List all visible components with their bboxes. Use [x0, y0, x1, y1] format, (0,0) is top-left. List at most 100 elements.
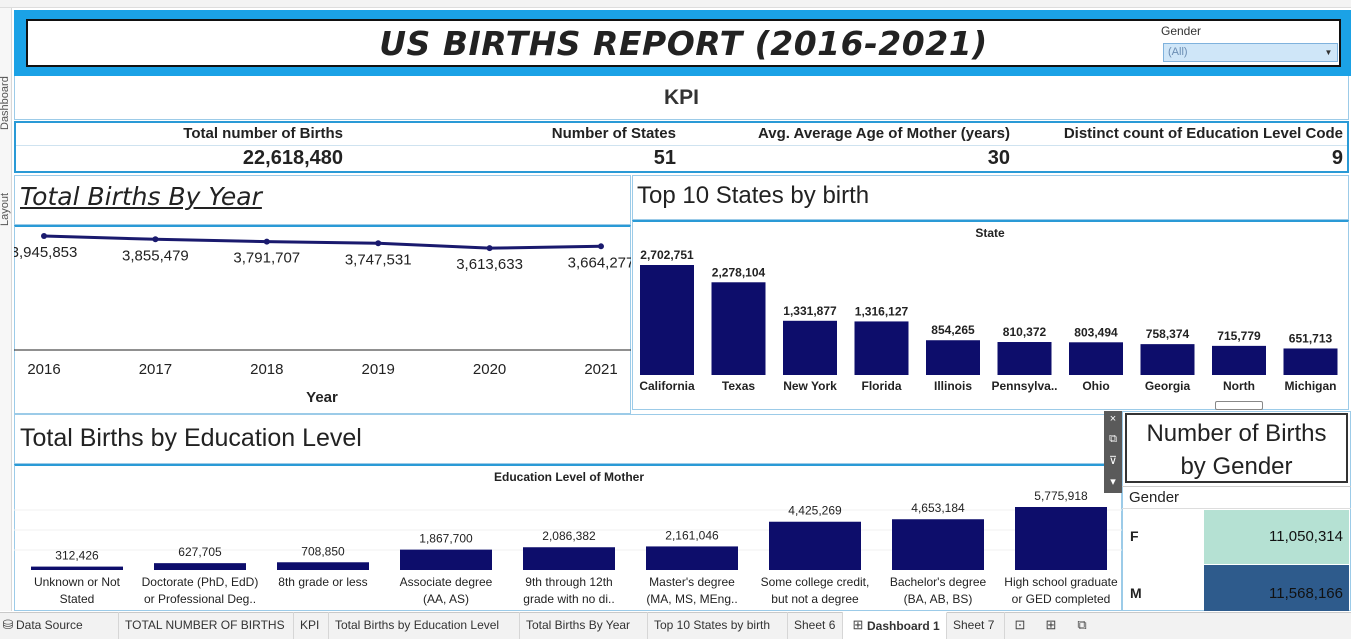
sheet-tab-bar: [0, 612, 1351, 639]
education-category-label-7-line1: Bachelor's degree: [890, 575, 987, 589]
tab-sheet-6[interactable]: Sheet 6: [788, 612, 843, 639]
tab-sheet-7[interactable]: Sheet 7: [947, 612, 1005, 639]
education-bar-0: [31, 566, 123, 570]
data-source-icon: ⛁: [2, 617, 14, 632]
year-line-chart[interactable]: 3,945,853 3,855,479 3,791,707 3,747,531 3,61…: [14, 226, 631, 414]
kpi-label-total-births: Total number of Births: [183, 125, 343, 142]
education-bar-chart[interactable]: Education Level of Mother 312,426 Unknown …: [14, 466, 1122, 611]
year-tick-label-2016: 2016: [27, 361, 60, 378]
education-data-label-7: 4,653,184: [911, 501, 965, 515]
education-data-label-6: 4,425,269: [788, 504, 842, 518]
year-panel-header: [14, 175, 631, 225]
education-bar-4: [523, 547, 615, 570]
states-data-label-7: 758,374: [1146, 327, 1190, 341]
filter-icon[interactable]: ⊽: [1108, 455, 1118, 467]
gender-cell-f[interactable]: [1204, 510, 1349, 564]
year-panel-title: Total Births By Year: [20, 182, 262, 211]
year-point-2018: [263, 238, 270, 245]
states-bar-chart[interactable]: State 2,702,751 California 2,278,104 Texas 1,…: [632, 222, 1349, 409]
education-category-label-8-line2: or GED completed: [1012, 592, 1111, 606]
states-data-label-6: 803,494: [1074, 325, 1118, 339]
states-category-label-7: Georgia: [1145, 379, 1191, 393]
gender-cell-m[interactable]: [1204, 565, 1349, 611]
education-category-label-2-line1: 8th grade or less: [278, 575, 367, 589]
new-dashboard-icon[interactable]: ⊞: [1045, 617, 1057, 632]
states-bar-3: [854, 321, 909, 375]
kpi-header-box: [14, 76, 1349, 120]
education-category-label-0-line2: Stated: [60, 592, 95, 606]
new-story-icon[interactable]: ⧉: [1077, 617, 1087, 632]
education-category-label-5-line1: Master's degree: [649, 575, 735, 589]
states-category-label-4: Illinois: [934, 379, 972, 393]
year-tick-label-2017: 2017: [139, 361, 172, 378]
kpi-label-mother-age: Avg. Average Age of Mother (years): [757, 125, 1010, 142]
gender-filter-value: (All): [1168, 46, 1188, 58]
year-data-label-2019: 3,747,531: [345, 251, 412, 268]
tab-data-source[interactable]: Data Source: [10, 612, 119, 639]
tab-dashboard-1[interactable]: Dashboard 1: [843, 612, 947, 639]
year-point-2017: [152, 236, 159, 243]
states-data-label-0: 2,702,751: [640, 248, 694, 262]
gender-panel-toolbar: × ⧉ ⊽ ▾: [1104, 411, 1122, 493]
gender-row-value-m: 11,568,166: [1269, 585, 1343, 602]
education-bar-2: [277, 562, 369, 570]
tab-total-number-of-births[interactable]: TOTAL NUMBER OF BIRTHS: [119, 612, 294, 639]
states-data-label-1: 2,278,104: [712, 265, 766, 279]
year-chart-area[interactable]: [14, 225, 631, 414]
states-bar-9: [1283, 348, 1338, 375]
gender-filter-label: Gender: [1161, 24, 1202, 38]
states-column-header: State: [975, 226, 1005, 240]
gender-row-label-m: M: [1130, 585, 1142, 601]
education-bar-3: [400, 549, 492, 570]
education-category-label-4-line1: 9th through 12th: [525, 575, 612, 589]
states-data-label-9: 651,713: [1289, 331, 1333, 345]
drag-handle[interactable]: [1215, 401, 1263, 410]
kpi-value-states: 51: [653, 147, 676, 169]
side-tab-layout[interactable]: Layout: [0, 192, 11, 226]
education-chart-area[interactable]: [14, 464, 1122, 611]
education-bar-7: [892, 519, 984, 570]
new-worksheet-icon[interactable]: ⊡: [1014, 617, 1026, 632]
states-chart-area[interactable]: [632, 220, 1349, 410]
more-options-icon[interactable]: ▾: [1110, 476, 1116, 488]
tab-education-level[interactable]: Total Births by Education Level: [329, 612, 520, 639]
tab-births-by-year[interactable]: Total Births By Year: [520, 612, 648, 639]
education-data-label-5: 2,161,046: [665, 528, 719, 542]
education-category-label-7-line2: (BA, AB, BS): [904, 592, 973, 606]
education-category-label-3-line2: (AA, AS): [423, 592, 469, 606]
dashboard-grid-icon: ⊞: [852, 617, 864, 632]
education-panel-title: Total Births by Education Level: [20, 424, 362, 452]
gender-title-line1: Number of Births: [1146, 420, 1327, 447]
open-sheet-icon[interactable]: ⧉: [1109, 433, 1117, 445]
states-bar-8: [1212, 345, 1266, 375]
year-point-2021: [598, 243, 604, 250]
year-point-2020: [486, 245, 493, 252]
gender-filter-dropdown[interactable]: (All) ▼: [1163, 43, 1338, 62]
side-pane: Dashboard Layout: [0, 8, 12, 611]
kpi-row: [14, 121, 1349, 173]
top-toolbar-strip: [0, 0, 1351, 8]
states-bar-4: [926, 340, 980, 375]
states-bar-1: [711, 282, 766, 375]
close-icon[interactable]: ×: [1109, 413, 1117, 425]
states-category-label-9: Michigan: [1284, 379, 1336, 393]
year-data-label-2017: 3,855,479: [122, 247, 189, 264]
states-bar-6: [1069, 342, 1123, 375]
tab-top-states[interactable]: Top 10 States by birth: [648, 612, 788, 639]
education-category-label-1-line2: or Professional Deg..: [144, 592, 256, 606]
kpi-divider: [16, 145, 1347, 146]
states-data-label-2: 1,331,877: [783, 304, 837, 318]
states-category-label-3: Florida: [861, 379, 901, 393]
tab-kpi[interactable]: KPI: [294, 612, 329, 639]
gender-title-line2: by Gender: [1180, 453, 1293, 480]
year-data-label-2021: 3,664,277: [568, 254, 631, 271]
education-category-label-6-line2: but not a degree: [771, 592, 859, 606]
states-bar-5: [997, 342, 1052, 375]
year-point-2016: [41, 232, 47, 239]
education-bar-1: [154, 563, 246, 570]
side-tab-dashboard[interactable]: Dashboard: [0, 76, 11, 130]
kpi-title: KPI: [663, 86, 699, 109]
year-axis-title: Year: [306, 389, 338, 406]
chevron-down-icon[interactable]: ▼: [1324, 48, 1333, 57]
